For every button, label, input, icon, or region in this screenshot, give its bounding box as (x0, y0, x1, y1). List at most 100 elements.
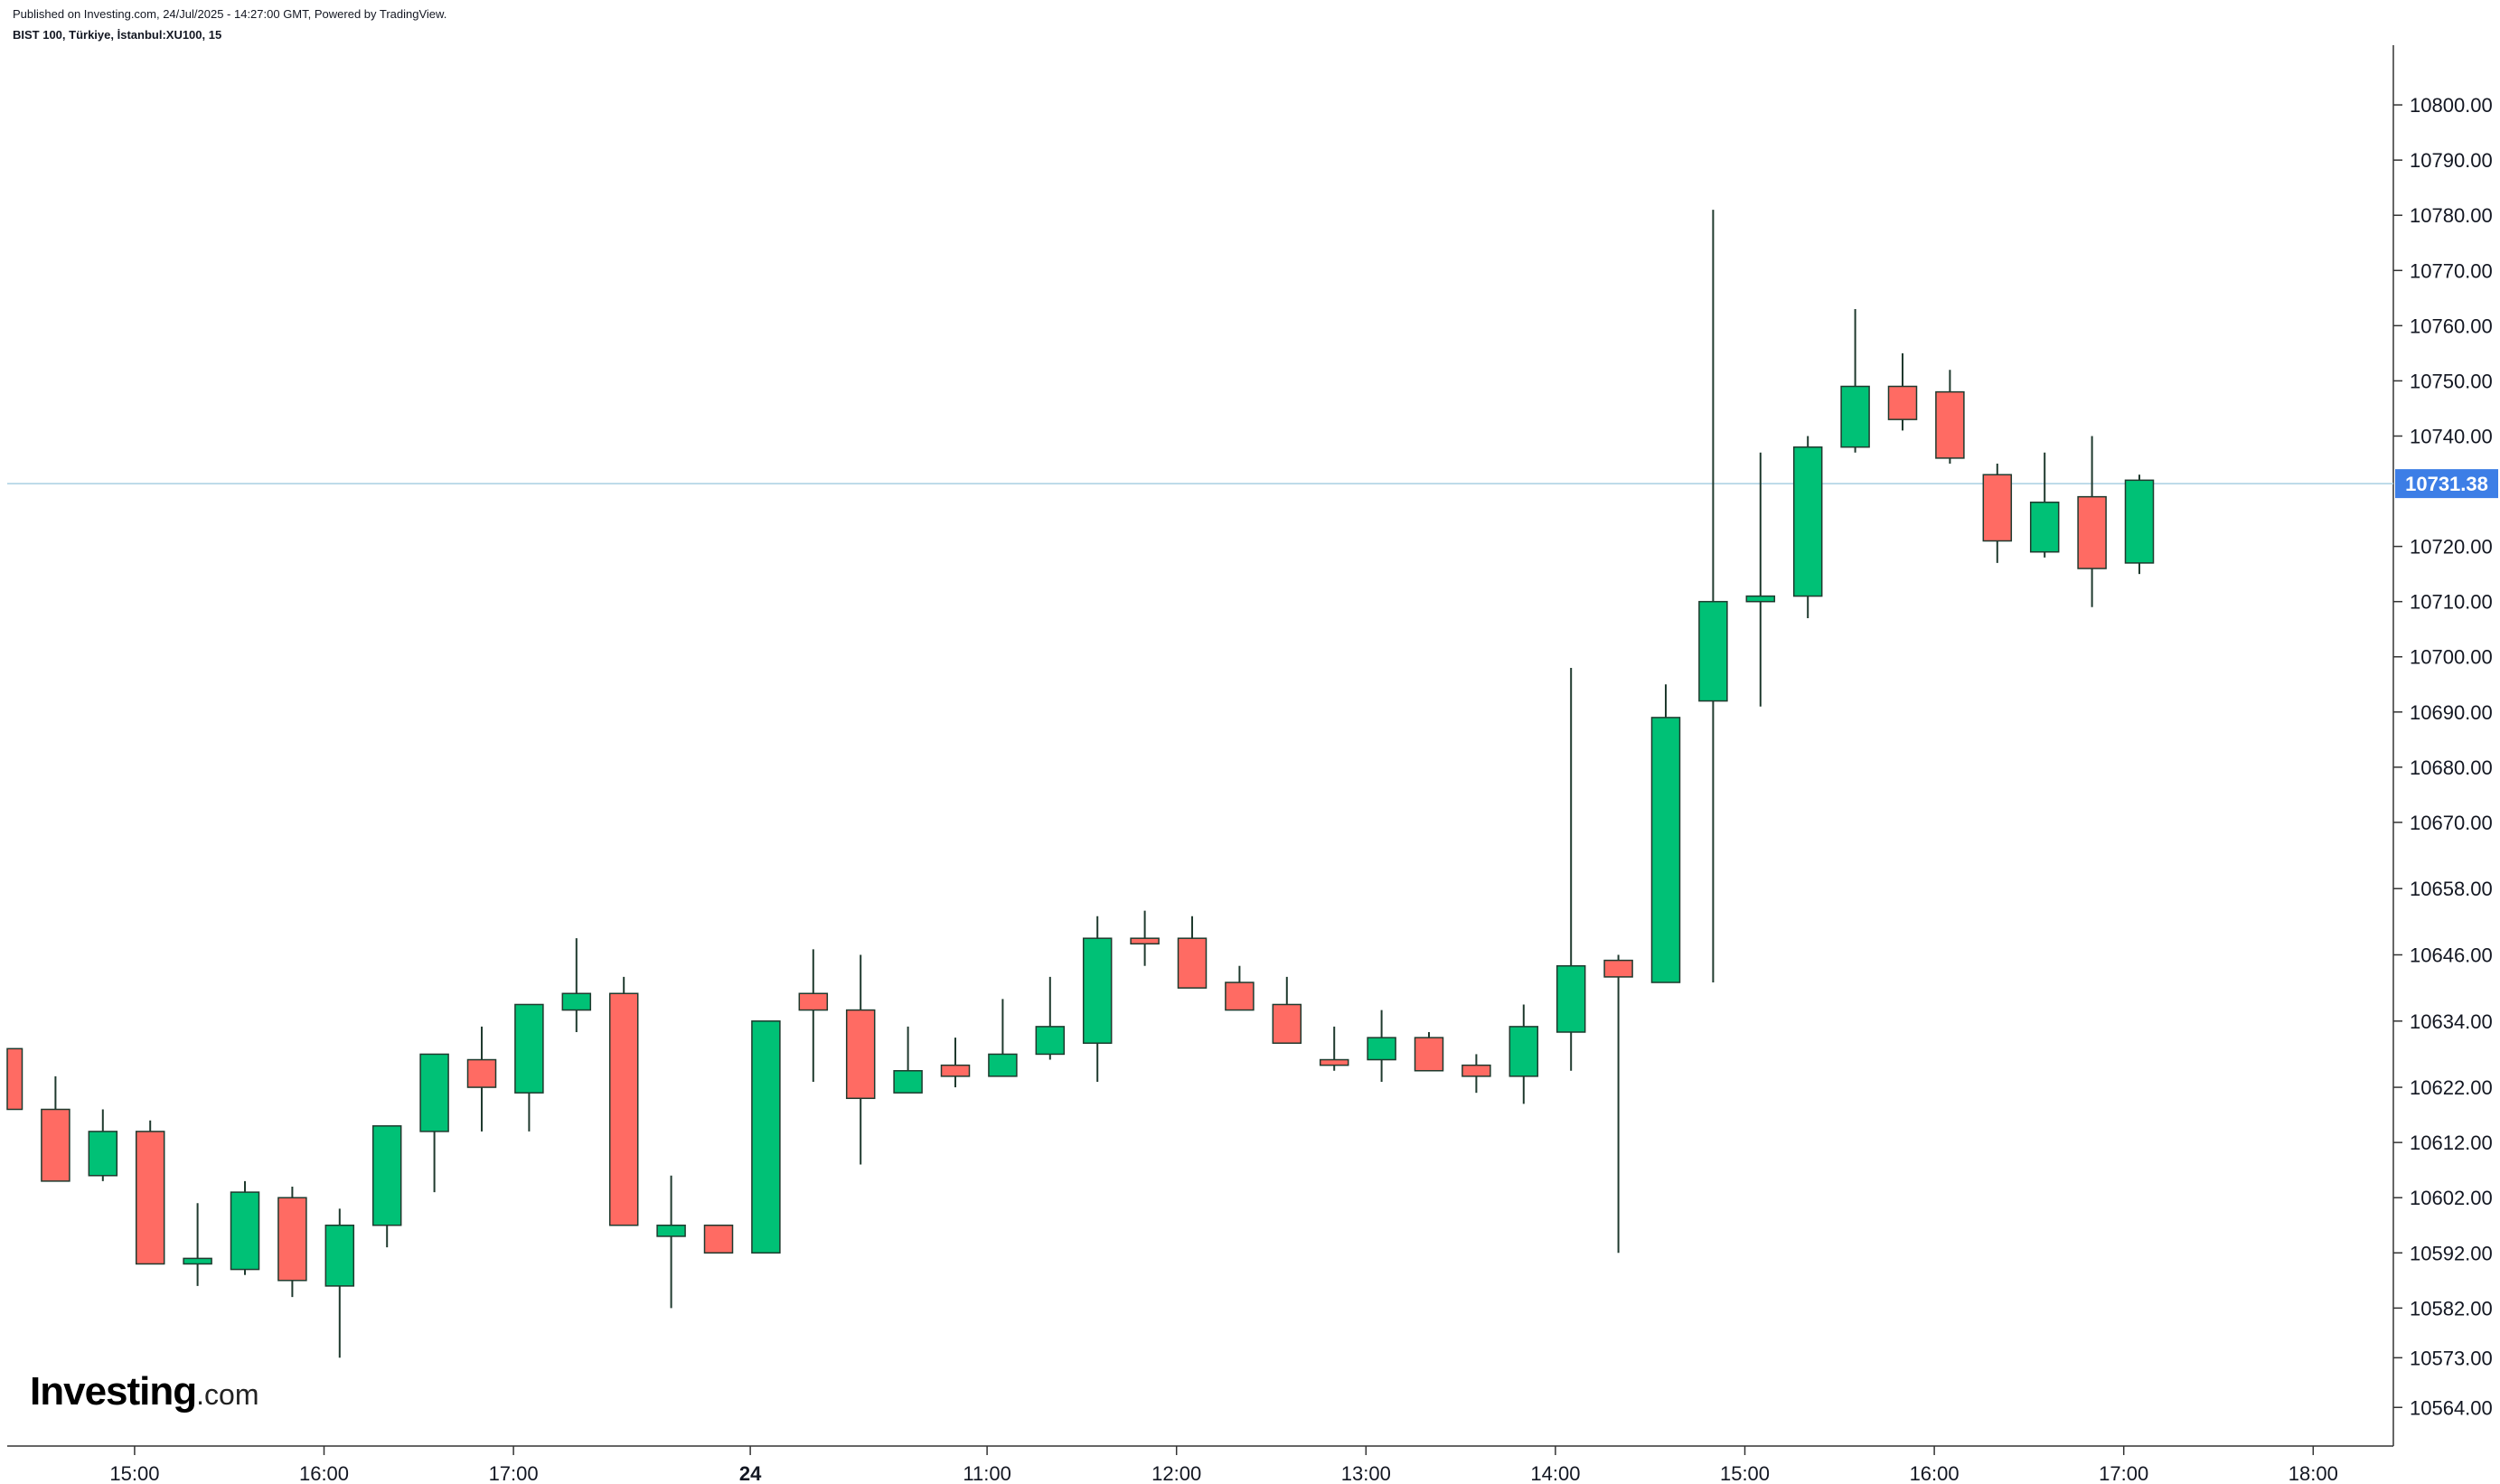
candle-body (751, 1020, 781, 1254)
candle-body (1508, 1026, 1539, 1077)
candle-body (135, 1131, 165, 1265)
candle (1319, 1026, 1349, 1071)
candle (1982, 464, 2013, 563)
logo-suffix: .com (196, 1378, 259, 1411)
candle (1792, 436, 1823, 618)
x-tick-label: 12:00 (1151, 1462, 1201, 1484)
y-tick-label: 10634.00 (2410, 1010, 2493, 1033)
candle (230, 1180, 260, 1275)
y-tick-label: 10658.00 (2410, 878, 2493, 900)
candle-body (1650, 717, 1681, 983)
y-tick-label: 10680.00 (2410, 756, 2493, 779)
candle-body (656, 1224, 686, 1237)
candle (1225, 965, 1255, 1011)
candle-body (88, 1131, 118, 1177)
investing-logo: Investing .com (30, 1369, 259, 1423)
candle-body (1082, 937, 1113, 1044)
candle-body (608, 992, 639, 1226)
y-tick-label: 10790.00 (2410, 149, 2493, 172)
candle-body (183, 1257, 212, 1265)
x-tick-label: 24 (739, 1462, 762, 1484)
candle-body (2077, 495, 2107, 569)
x-tick-label: 15:00 (109, 1462, 159, 1484)
candle-body (2124, 479, 2155, 564)
candle (751, 1020, 781, 1254)
x-tick-label: 13:00 (1341, 1462, 1391, 1484)
candle-body (514, 1003, 544, 1094)
candle-body (1698, 600, 1728, 702)
y-tick-label: 10760.00 (2410, 315, 2493, 337)
candle (893, 1026, 923, 1094)
candle (1177, 916, 1208, 989)
candle (703, 1224, 734, 1254)
candle (1935, 370, 1965, 465)
candle (940, 1038, 971, 1088)
y-tick-label: 10564.00 (2410, 1396, 2493, 1419)
candle-body (1225, 982, 1255, 1011)
candle-body (230, 1191, 260, 1271)
candle-body (1555, 964, 1586, 1033)
x-tick-label: 17:00 (489, 1462, 539, 1484)
candle (1840, 309, 1870, 453)
candle (6, 1047, 23, 1111)
candle-body (324, 1224, 355, 1287)
candle-body (419, 1053, 449, 1132)
candle (324, 1208, 355, 1358)
candle (135, 1120, 165, 1265)
candle (1887, 352, 1918, 431)
candle (41, 1075, 70, 1182)
candle-body (798, 992, 829, 1011)
candle-body (845, 1009, 876, 1100)
candle-body (277, 1197, 307, 1282)
y-tick-label: 10750.00 (2410, 370, 2493, 392)
x-tick-label: 18:00 (2289, 1462, 2338, 1484)
candle-body (41, 1108, 70, 1182)
candle (1272, 976, 1302, 1044)
candle (608, 976, 639, 1226)
y-tick-label: 10622.00 (2410, 1076, 2493, 1099)
y-tick-label: 10770.00 (2410, 259, 2493, 282)
x-tick-label: 15:00 (1720, 1462, 1770, 1484)
candle (988, 999, 1018, 1077)
logo-text: Investing (30, 1369, 197, 1414)
candle-body (561, 992, 592, 1011)
last-price-badge: 10731.38 (2395, 469, 2498, 499)
candle (2029, 452, 2060, 558)
candle (1508, 1004, 1539, 1104)
candle (371, 1125, 402, 1248)
candle-body (1319, 1058, 1349, 1066)
candle (1130, 910, 1160, 966)
y-tick-label: 10700.00 (2410, 646, 2493, 669)
candle-body (371, 1125, 402, 1226)
candle-body (940, 1064, 971, 1077)
candle (1698, 210, 1728, 983)
candle (1745, 452, 1776, 707)
candle-body (893, 1069, 923, 1094)
y-tick-label: 10612.00 (2410, 1132, 2493, 1154)
candle (2124, 474, 2155, 575)
candle-body (1272, 1003, 1302, 1044)
candle (514, 1003, 544, 1132)
candle (1461, 1054, 1491, 1094)
y-tick-label: 10646.00 (2410, 944, 2493, 967)
candle-body (1745, 595, 1776, 603)
x-tick-label: 17:00 (2099, 1462, 2148, 1484)
published-line: Published on Investing.com, 24/Jul/2025 … (13, 7, 447, 21)
candle-body (466, 1058, 497, 1088)
candle (1367, 1010, 1396, 1082)
y-tick-label: 10710.00 (2410, 591, 2493, 614)
y-tick-label: 10690.00 (2410, 701, 2493, 724)
candle-body (1414, 1037, 1444, 1072)
symbol-title: BIST 100, Türkiye, İstanbul:XU100, 15 (13, 28, 222, 42)
last-price-label: 10731.38 (2405, 473, 2488, 495)
x-tick-label: 16:00 (299, 1462, 349, 1484)
candle (1414, 1031, 1444, 1072)
candle-body (1367, 1037, 1396, 1061)
candle (798, 949, 829, 1082)
candle-body (703, 1224, 734, 1254)
candle-body (1461, 1064, 1491, 1077)
candle (2077, 436, 2107, 607)
candle (419, 1053, 449, 1193)
candle (277, 1186, 307, 1298)
